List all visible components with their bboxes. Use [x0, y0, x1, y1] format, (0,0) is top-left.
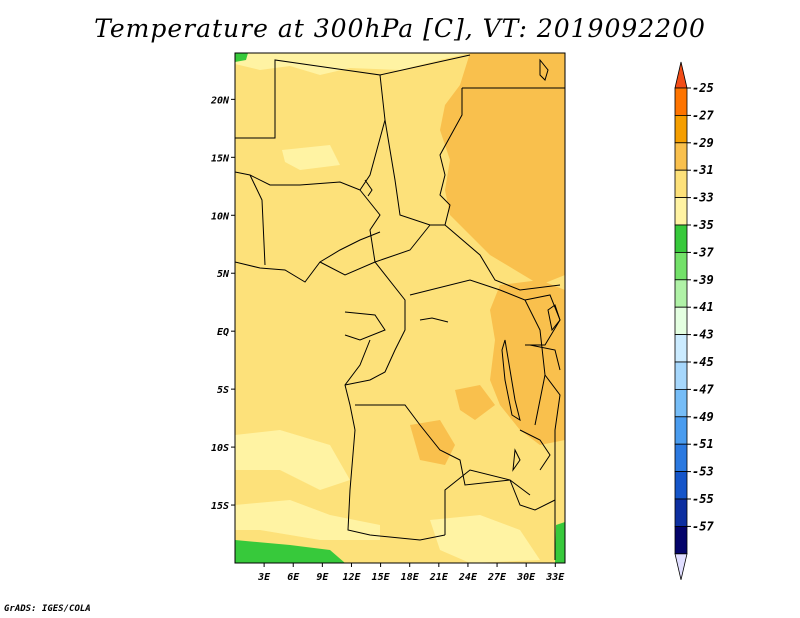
colorbar-label: -45 [692, 355, 714, 369]
colorbar-label: -51 [692, 437, 714, 451]
colorbar-label: -43 [692, 328, 714, 342]
colorbar-swatch [674, 498, 688, 527]
colorbar-label: -27 [692, 108, 714, 122]
map-title: Temperature at 300hPa [C], VT: 201909220… [94, 14, 706, 43]
lon-tick-label: 24E [458, 572, 478, 583]
cool-region-sahel [282, 145, 340, 170]
colorbar-label: -35 [692, 218, 714, 232]
cold-region-northwest [235, 53, 248, 62]
cool-region-south [430, 515, 540, 563]
colorbar-label: -57 [692, 519, 714, 533]
colorbar-label: -49 [692, 410, 714, 424]
colorbar-swatch [674, 279, 688, 308]
colorbar-swatch [674, 87, 688, 116]
lon-tick-label: 9E [316, 572, 329, 583]
colorbar-swatch [674, 334, 688, 363]
lon-tick-label: 3E [257, 572, 271, 583]
lat-tick-label: 5N [217, 269, 230, 280]
colorbar-swatch [674, 224, 688, 253]
colorbar-label: -55 [692, 492, 714, 506]
lat-tick-label: 10S [211, 443, 229, 454]
colorbar-label: -41 [692, 300, 714, 314]
longitude-axis: 3E 6E 9E 12E 15E 18E 21E 24E 27E 30E 33E [257, 563, 565, 583]
colorbar-swatch [674, 197, 688, 226]
lon-tick-label: 12E [342, 572, 361, 583]
lon-tick-label: 21E [429, 572, 449, 583]
cool-region-north [235, 53, 470, 75]
cool-region-southwest-2 [235, 500, 380, 540]
lon-tick-label: 27E [487, 572, 507, 583]
colorbar-swatch [674, 142, 688, 171]
colorbar-swatch [674, 388, 688, 418]
lat-tick-label: 5S [217, 385, 229, 396]
colorbar-swatch [674, 361, 688, 390]
colorbar-swatch [674, 251, 688, 281]
lat-tick-label: EQ [217, 327, 229, 338]
colorbar-swatch [674, 443, 688, 473]
lat-tick-label: 15S [211, 501, 229, 512]
colorbar-swatch [674, 416, 688, 445]
colorbar-bottom-arrow [674, 553, 688, 580]
warm-region-east [490, 280, 565, 445]
colorbar-top-arrow [674, 61, 688, 89]
lon-tick-label: 18E [401, 572, 420, 583]
lon-tick-label: 15E [372, 572, 391, 583]
cold-region-southeast [555, 522, 565, 563]
colorbar-swatch [674, 115, 688, 144]
colorbar-label: -31 [692, 163, 714, 177]
colorbar-swatch [674, 306, 688, 336]
colorbar-label: -37 [692, 245, 714, 259]
lat-tick-label: 10N [211, 211, 230, 222]
latitude-axis: 20N 15N 10N 5N EQ 5S 10S 15S [210, 95, 235, 512]
colorbar-label: -53 [692, 465, 714, 479]
lakes [364, 58, 561, 472]
colorbar-label: -29 [692, 136, 714, 150]
colorbar-label: -25 [692, 81, 714, 95]
country-borders [235, 54, 565, 560]
lon-tick-label: 6E [287, 572, 300, 583]
colorbar-label: -47 [692, 382, 714, 396]
colorbar-label: -33 [692, 191, 714, 205]
colorbar-swatch [674, 526, 688, 555]
footer-credit: GrADS: IGES/COLA [4, 604, 91, 614]
warm-region-congo [455, 385, 495, 420]
cold-region-southwest [235, 540, 345, 563]
colorbar-swatch [674, 471, 688, 500]
color-legend: -25 -27 -29 -31 -33 -35 -37 -39 -41 -43 -45 -47 -49 -… [674, 61, 714, 580]
lat-tick-label: 20N [210, 95, 230, 106]
cool-region-southwest-1 [235, 430, 350, 490]
map-frame [234, 52, 566, 564]
warm-region-northeast [440, 53, 565, 285]
colorbar-label: -39 [692, 273, 714, 287]
lon-tick-label: 33E [545, 572, 565, 583]
colorbar-swatch [674, 169, 688, 198]
warm-region-angola [410, 420, 455, 465]
lon-tick-label: 30E [516, 572, 536, 583]
lat-tick-label: 15N [211, 153, 230, 164]
